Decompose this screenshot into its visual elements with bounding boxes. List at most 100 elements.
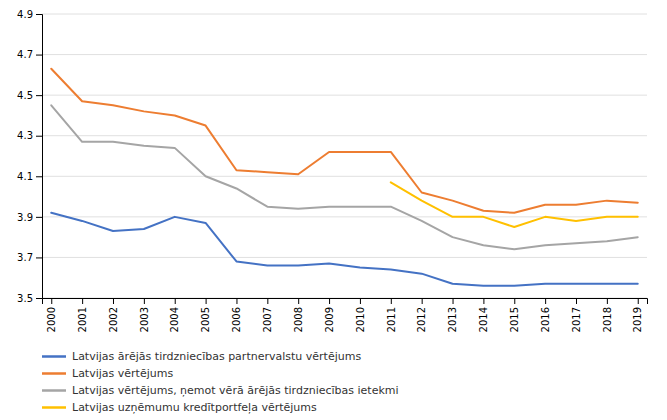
x-tick-mark xyxy=(236,298,237,304)
legend-label: Latvijas ārējās tirdzniecības partnerval… xyxy=(72,350,361,363)
x-tick: 2011 xyxy=(386,298,397,332)
y-tick: 3.5 xyxy=(17,293,42,304)
x-tick-label: 2017 xyxy=(571,307,582,332)
x-tick-label: 2010 xyxy=(355,307,366,332)
y-tick-mark xyxy=(36,14,42,15)
grid-line xyxy=(42,14,647,15)
y-tick: 4.7 xyxy=(17,49,42,60)
x-tick: 2015 xyxy=(509,298,520,332)
chart-container: 3.5 3.7 3.9 4.1 4.3 4.5 4.7 4.9 2000 2001 2002 2003… xyxy=(0,0,667,420)
x-tick-label: 2011 xyxy=(386,307,397,332)
x-tick-label: 2002 xyxy=(108,307,119,332)
x-tick-mark xyxy=(576,298,577,304)
plot: 3.5 3.7 3.9 4.1 4.3 4.5 4.7 4.9 2000 2001 2002 2003… xyxy=(17,9,647,333)
x-tick: 2004 xyxy=(169,298,180,332)
y-axis-line xyxy=(36,15,43,299)
x-tick-mark xyxy=(175,298,176,304)
legend: Latvijas ārējās tirdzniecības partnerval… xyxy=(42,350,399,414)
series-line xyxy=(51,105,637,249)
y-tick-mark xyxy=(36,257,42,258)
x-tick-mark xyxy=(422,298,423,304)
x-tick-mark xyxy=(113,298,114,304)
x-tick-label: 2001 xyxy=(77,307,88,332)
x-tick-mark xyxy=(514,298,515,304)
x-tick: 2012 xyxy=(416,298,427,332)
x-tick-mark xyxy=(144,298,145,304)
x-tick-label: 2007 xyxy=(262,307,273,332)
y-tick-mark xyxy=(36,298,42,299)
y-tick-label: 4.7 xyxy=(17,49,33,60)
x-tick-label: 2008 xyxy=(293,307,304,332)
series-line xyxy=(51,69,637,213)
lines xyxy=(51,69,637,286)
x-tick: 2014 xyxy=(478,298,489,332)
x-tick-label: 2014 xyxy=(478,307,489,332)
series-line xyxy=(51,213,637,286)
x-tick: 2005 xyxy=(200,298,211,332)
x-tick: 2009 xyxy=(324,298,335,332)
y-tick-label: 4.9 xyxy=(17,9,33,20)
x-tick-label: 2005 xyxy=(200,307,211,332)
legend-label: Latvijas vērtējums, ņemot vērā ārējās ti… xyxy=(72,384,399,397)
y-tick-label: 4.1 xyxy=(17,171,33,182)
x-tick-mark xyxy=(391,298,392,304)
x-tick-label: 2003 xyxy=(139,307,150,332)
grid-line xyxy=(42,54,647,55)
x-tick: 2019 xyxy=(632,298,643,332)
x-tick-mark xyxy=(298,298,299,304)
grid-line xyxy=(42,176,647,177)
x-tick: 2006 xyxy=(231,298,242,332)
x-tick-label: 2006 xyxy=(231,307,242,332)
y-tick-mark xyxy=(36,217,42,218)
y-tick: 3.7 xyxy=(17,252,42,263)
legend-swatch xyxy=(42,389,66,392)
x-tick-mark xyxy=(51,298,52,304)
grid-line xyxy=(42,95,647,96)
y-tick: 4.3 xyxy=(17,130,42,141)
y-tick: 4.9 xyxy=(17,9,42,20)
x-tick-label: 2013 xyxy=(447,307,458,332)
legend-item: Latvijas uzņēmumu kredītportfeļa vērtēju… xyxy=(42,401,317,414)
legend-item: Latvijas vērtējums xyxy=(42,367,173,380)
x-tick-label: 2018 xyxy=(602,307,613,332)
x-tick-label: 2000 xyxy=(46,307,57,332)
x-tick-label: 2015 xyxy=(509,307,520,332)
x-tick-mark xyxy=(329,298,330,304)
x-axis: 2000 2001 2002 2003 2004 2005 2006 2007 2008 2009… xyxy=(43,298,648,332)
x-tick: 2001 xyxy=(77,298,88,332)
grid xyxy=(42,14,647,298)
grid-line xyxy=(42,135,647,136)
y-tick-mark xyxy=(36,55,42,56)
y-tick: 4.5 xyxy=(17,90,42,101)
x-tick-label: 2016 xyxy=(540,307,551,332)
x-tick: 2013 xyxy=(447,298,458,332)
x-tick-label: 2012 xyxy=(416,307,427,332)
x-tick-mark xyxy=(82,298,83,304)
y-tick-mark xyxy=(36,136,42,137)
x-tick: 2007 xyxy=(262,298,273,332)
legend-swatch xyxy=(42,406,66,409)
y-tick-label: 3.7 xyxy=(17,252,33,263)
x-tick-label: 2009 xyxy=(324,307,335,332)
x-tick-mark xyxy=(638,298,639,304)
legend-swatch xyxy=(42,372,66,375)
y-tick-mark xyxy=(36,176,42,177)
x-tick: 2000 xyxy=(46,298,57,332)
legend-label: Latvijas vērtējums xyxy=(72,367,173,380)
x-tick: 2010 xyxy=(355,298,366,332)
y-tick-mark xyxy=(36,95,42,96)
x-tick-mark xyxy=(607,298,608,304)
x-tick-mark xyxy=(360,298,361,304)
y-tick: 4.1 xyxy=(17,171,42,182)
grid-line xyxy=(42,216,647,217)
x-tick-mark xyxy=(453,298,454,304)
legend-item: Latvijas ārējās tirdzniecības partnerval… xyxy=(42,350,361,363)
x-tick: 2003 xyxy=(139,298,150,332)
x-tick: 2017 xyxy=(571,298,582,332)
series-line xyxy=(391,182,638,227)
x-tick: 2016 xyxy=(540,298,551,332)
grid-line xyxy=(42,257,647,258)
x-tick-mark xyxy=(483,298,484,304)
y-tick-label: 3.9 xyxy=(17,212,33,223)
x-tick-mark xyxy=(206,298,207,304)
